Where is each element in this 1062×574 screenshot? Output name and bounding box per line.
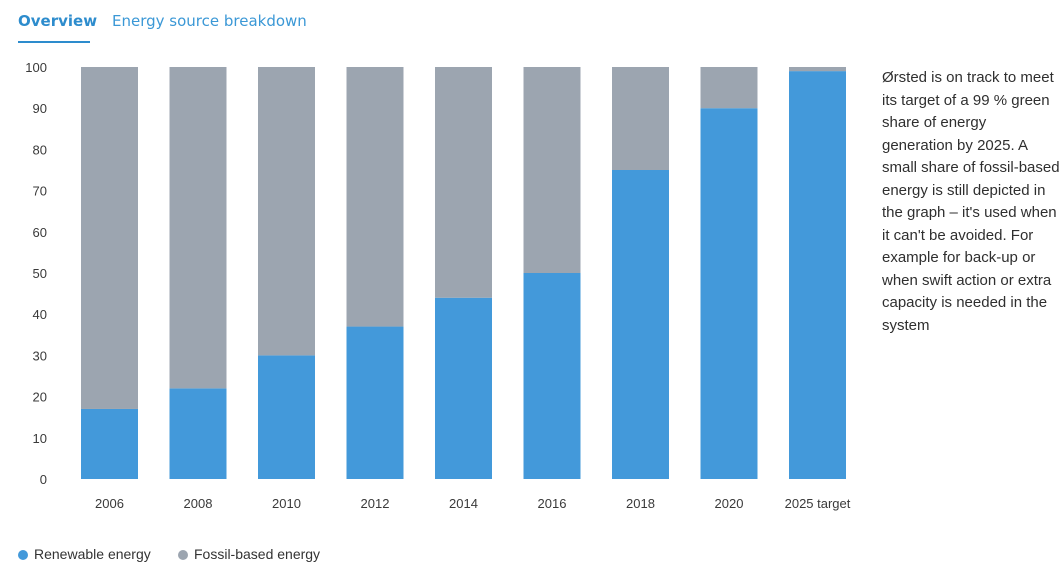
tab-bar: Overview Energy source breakdown (18, 0, 478, 46)
x-tick-label: 2020 (715, 496, 744, 511)
bar-renewable (523, 273, 581, 479)
y-tick-label: 80 (33, 142, 47, 157)
tab-energy-source-breakdown[interactable]: Energy source breakdown (112, 12, 307, 30)
fossil-color-dot (178, 550, 188, 560)
bar-renewable (81, 408, 138, 479)
x-tick-label: 2016 (538, 496, 567, 511)
x-tick-label: 2025 target (785, 496, 851, 511)
bar-fossil (169, 67, 227, 389)
y-tick-label: 70 (33, 184, 47, 199)
bar-renewable (612, 170, 669, 479)
bar-fossil (81, 67, 138, 409)
y-tick-label: 100 (25, 60, 47, 75)
legend-label-renewable: Renewable energy (34, 546, 151, 562)
bar-renewable (700, 108, 758, 479)
renewable-color-dot (18, 550, 28, 560)
bar-renewable (435, 297, 492, 479)
x-tick-label: 2006 (95, 496, 124, 511)
chart-legend: Renewable energy Fossil-based energy (18, 546, 518, 568)
y-tick-label: 40 (33, 307, 47, 322)
legend-item-renewable: Renewable energy (18, 546, 151, 562)
chart-description: Ørsted is on track to meet its target of… (882, 69, 1060, 334)
tab-overview[interactable]: Overview (18, 12, 98, 30)
y-tick-label: 10 (33, 431, 47, 446)
bar-fossil (789, 67, 846, 72)
bar-fossil (612, 67, 669, 170)
legend-item-fossil: Fossil-based energy (178, 546, 320, 562)
y-tick-label: 20 (33, 390, 47, 405)
x-tick-label: 2012 (361, 496, 390, 511)
x-tick-label: 2014 (449, 496, 478, 511)
bar-renewable (169, 388, 227, 479)
x-tick-label: 2008 (184, 496, 213, 511)
stacked-bar-chart: 0 10 20 30 40 50 60 70 80 90 100 2006 2008 2010 2012 20… (25, 60, 851, 511)
y-tick-label: 0 (40, 472, 47, 487)
bar-fossil (435, 67, 492, 298)
bar-fossil (346, 67, 404, 327)
bar-fossil (700, 67, 758, 109)
bar-renewable (789, 71, 846, 480)
active-tab-indicator (18, 41, 90, 43)
y-tick-label: 60 (33, 225, 47, 240)
bar-renewable (346, 326, 404, 479)
y-tick-label: 90 (33, 101, 47, 116)
legend-label-fossil: Fossil-based energy (194, 546, 321, 562)
bar-renewable (258, 355, 315, 479)
x-tick-label: 2010 (272, 496, 301, 511)
bar-fossil (523, 67, 581, 273)
y-tick-label: 50 (33, 266, 47, 281)
x-tick-label: 2018 (626, 496, 655, 511)
y-tick-label: 30 (33, 348, 47, 363)
bar-fossil (258, 67, 315, 356)
